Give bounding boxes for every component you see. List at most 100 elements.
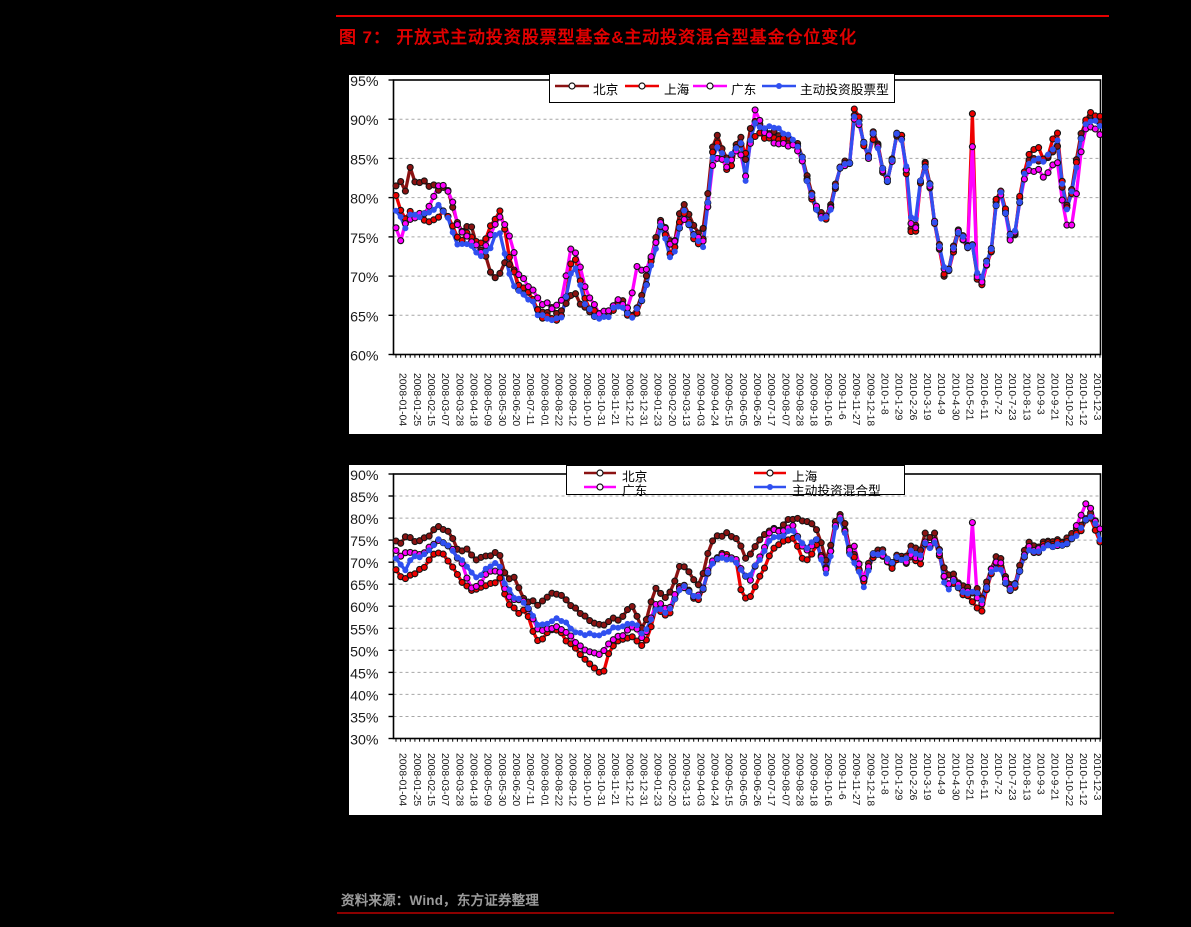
svg-text:90%: 90%: [350, 468, 379, 484]
svg-text:2009-12-18: 2009-12-18: [864, 373, 875, 426]
svg-text:45%: 45%: [350, 666, 379, 682]
svg-text:2008-06-20: 2008-06-20: [510, 373, 521, 426]
svg-text:75%: 75%: [350, 534, 379, 550]
svg-text:2009-03-13: 2009-03-13: [680, 753, 691, 806]
svg-text:2010-9-3: 2010-9-3: [1035, 373, 1046, 415]
svg-text:2008-01-04: 2008-01-04: [397, 753, 408, 806]
svg-text:2010-10-22: 2010-10-22: [1063, 753, 1074, 806]
svg-text:2008-12-31: 2008-12-31: [638, 753, 649, 806]
svg-text:2010-1-29: 2010-1-29: [893, 753, 904, 801]
svg-text:2008-05-30: 2008-05-30: [496, 373, 507, 426]
svg-text:2010-4-9: 2010-4-9: [935, 373, 946, 415]
svg-text:2008-07-11: 2008-07-11: [524, 373, 535, 426]
svg-text:2010-2-26: 2010-2-26: [907, 753, 918, 801]
svg-text:2008-08-22: 2008-08-22: [553, 373, 564, 426]
svg-text:2008-04-18: 2008-04-18: [468, 753, 479, 806]
svg-text:2010-9-21: 2010-9-21: [1049, 753, 1060, 801]
svg-text:2008-11-21: 2008-11-21: [609, 373, 620, 426]
svg-text:2010-3-19: 2010-3-19: [921, 753, 932, 801]
svg-text:2009-11-27: 2009-11-27: [850, 753, 861, 806]
svg-text:2009-10-16: 2009-10-16: [822, 753, 833, 806]
svg-text:2009-06-05: 2009-06-05: [737, 373, 748, 426]
svg-text:35%: 35%: [350, 711, 379, 727]
svg-text:2008-09-12: 2008-09-12: [567, 373, 578, 426]
svg-text:2010-8-13: 2010-8-13: [1020, 753, 1031, 801]
svg-text:2009-04-24: 2009-04-24: [708, 373, 719, 426]
svg-text:2010-9-21: 2010-9-21: [1049, 373, 1060, 421]
svg-text:2008-05-09: 2008-05-09: [482, 373, 493, 426]
svg-text:60%: 60%: [350, 349, 379, 365]
svg-text:2008-10-31: 2008-10-31: [595, 753, 606, 806]
svg-text:2010-11-12: 2010-11-12: [1077, 753, 1088, 806]
svg-text:2009-10-16: 2009-10-16: [822, 373, 833, 426]
svg-text:2008-01-25: 2008-01-25: [411, 753, 422, 806]
svg-text:2010-1-8: 2010-1-8: [879, 373, 890, 415]
svg-text:2010-6-11: 2010-6-11: [978, 753, 989, 800]
svg-text:2009-06-26: 2009-06-26: [751, 753, 762, 806]
svg-text:2009-09-18: 2009-09-18: [808, 753, 819, 806]
svg-text:2009-06-26: 2009-06-26: [751, 373, 762, 426]
svg-text:2009-07-17: 2009-07-17: [765, 753, 776, 806]
svg-text:2009-08-28: 2009-08-28: [794, 373, 805, 426]
svg-text:90%: 90%: [350, 113, 379, 129]
svg-text:60%: 60%: [350, 600, 379, 616]
svg-text:2009-08-28: 2009-08-28: [794, 753, 805, 806]
svg-text:2010-7-2: 2010-7-2: [992, 373, 1003, 415]
svg-text:50%: 50%: [350, 644, 379, 660]
svg-text:2010-7-23: 2010-7-23: [1006, 753, 1017, 801]
svg-text:30%: 30%: [350, 733, 379, 749]
svg-text:85%: 85%: [350, 490, 379, 506]
svg-text:65%: 65%: [350, 309, 379, 325]
svg-text:2008-06-20: 2008-06-20: [510, 753, 521, 806]
svg-text:2009-01-23: 2009-01-23: [652, 373, 663, 426]
svg-text:2008-05-30: 2008-05-30: [496, 753, 507, 806]
svg-text:2009-11-27: 2009-11-27: [850, 373, 861, 426]
svg-text:2010-5-21: 2010-5-21: [964, 373, 975, 421]
svg-text:2010-2-26: 2010-2-26: [907, 373, 918, 421]
svg-text:2010-5-21: 2010-5-21: [964, 753, 975, 801]
svg-text:2008-10-31: 2008-10-31: [595, 373, 606, 426]
svg-text:2008-10-10: 2008-10-10: [581, 753, 592, 806]
svg-text:65%: 65%: [350, 578, 379, 594]
svg-text:2008-02-15: 2008-02-15: [425, 753, 436, 806]
svg-text:2010-3-19: 2010-3-19: [921, 373, 932, 421]
svg-text:70%: 70%: [350, 556, 379, 572]
svg-text:2009-08-07: 2009-08-07: [779, 373, 790, 426]
svg-text:70%: 70%: [350, 270, 379, 286]
svg-text:2009-12-18: 2009-12-18: [864, 753, 875, 806]
svg-text:2010-4-30: 2010-4-30: [949, 373, 960, 421]
svg-text:2008-11-21: 2008-11-21: [609, 753, 620, 806]
svg-text:80%: 80%: [350, 192, 379, 208]
svg-text:2008-05-09: 2008-05-09: [482, 753, 493, 806]
svg-text:2009-08-07: 2009-08-07: [779, 753, 790, 806]
svg-text:2008-04-18: 2008-04-18: [468, 373, 479, 426]
svg-text:40%: 40%: [350, 688, 379, 704]
svg-text:55%: 55%: [350, 622, 379, 638]
svg-text:2009-11-6: 2009-11-6: [836, 753, 847, 800]
svg-text:2010-12-3: 2010-12-3: [1091, 753, 1102, 801]
svg-text:2008-12-12: 2008-12-12: [623, 753, 634, 806]
svg-text:2008-08-01: 2008-08-01: [538, 373, 549, 426]
svg-text:2008-07-11: 2008-07-11: [524, 753, 535, 806]
svg-text:2009-03-13: 2009-03-13: [680, 373, 691, 426]
svg-text:2009-02-20: 2009-02-20: [666, 373, 677, 426]
svg-text:85%: 85%: [350, 152, 379, 168]
svg-text:75%: 75%: [350, 231, 379, 247]
svg-text:2008-08-22: 2008-08-22: [553, 753, 564, 806]
svg-text:2009-01-23: 2009-01-23: [652, 753, 663, 806]
svg-text:2010-9-3: 2010-9-3: [1035, 753, 1046, 795]
svg-text:2008-10-10: 2008-10-10: [581, 373, 592, 426]
svg-text:2009-07-17: 2009-07-17: [765, 373, 776, 426]
svg-text:2009-05-15: 2009-05-15: [723, 753, 734, 806]
svg-text:2009-09-18: 2009-09-18: [808, 373, 819, 426]
svg-text:2010-1-8: 2010-1-8: [879, 753, 890, 795]
svg-text:2008-12-12: 2008-12-12: [623, 373, 634, 426]
svg-text:2010-7-2: 2010-7-2: [992, 753, 1003, 795]
svg-text:80%: 80%: [350, 512, 379, 528]
svg-text:2010-4-30: 2010-4-30: [949, 753, 960, 801]
svg-text:2010-12-3: 2010-12-3: [1091, 373, 1102, 421]
svg-text:2009-04-03: 2009-04-03: [694, 753, 705, 806]
svg-text:2009-11-6: 2009-11-6: [836, 373, 847, 420]
svg-text:2008-12-31: 2008-12-31: [638, 373, 649, 426]
svg-text:2010-7-23: 2010-7-23: [1006, 373, 1017, 421]
